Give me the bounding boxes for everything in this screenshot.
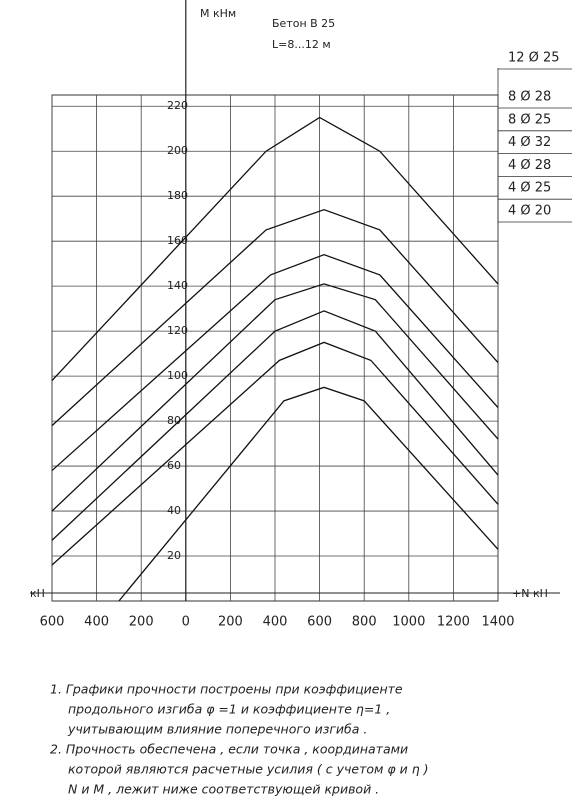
legend-label: 12 Ø 25	[508, 51, 560, 66]
curve	[51, 310, 499, 541]
x-tick-label: 200	[129, 615, 154, 630]
legend-label: 4 Ø 25	[508, 181, 551, 196]
curve	[51, 253, 499, 472]
note-line: N и M , лежит ниже соответствующей криво…	[68, 782, 379, 797]
x-tick-label: 600	[307, 615, 332, 630]
y-tick-label: 200	[167, 144, 188, 157]
x-tick-label: 400	[263, 615, 288, 630]
curve	[51, 283, 499, 512]
note-line: продольного изгиба φ =1 и коэффициенте η…	[68, 702, 390, 717]
x-tick-label: 200	[218, 615, 243, 630]
note-line: учитывающим влияние поперечного изгиба .	[67, 722, 367, 737]
y-tick-label: 80	[167, 414, 181, 427]
x-tick-label: 400	[84, 615, 109, 630]
curve	[51, 209, 499, 427]
x-tick-label: 1000	[392, 615, 425, 630]
y-tick-label: 40	[167, 504, 181, 517]
y-tick-label: 20	[167, 549, 181, 562]
legend-label: 8 Ø 25	[508, 112, 551, 127]
y-tick-label: 160	[167, 234, 188, 247]
subtitle: Бетон В 25	[272, 17, 335, 30]
legend-label: 4 Ø 32	[508, 135, 551, 150]
y-tick-label: 220	[167, 99, 188, 112]
y-tick-label: 140	[167, 279, 188, 292]
y-axis-label: М кНм	[200, 7, 236, 20]
x-tick-label: 600	[40, 615, 65, 630]
y-tick-label: 60	[167, 459, 181, 472]
curve	[51, 116, 499, 382]
y-tick-label: 120	[167, 324, 188, 337]
x-tick-label: 0	[182, 615, 190, 630]
legend-label: 4 Ø 28	[508, 158, 551, 173]
note-line: 1. Графики прочности построены при коэфф…	[50, 682, 403, 697]
x-tick-label: 1400	[481, 615, 514, 630]
legend-label: 4 Ø 20	[508, 204, 551, 219]
note-line: 2. Прочность обеспечена , если точка , к…	[50, 742, 408, 757]
curve	[51, 341, 499, 566]
curve	[118, 386, 499, 602]
legend-label: 8 Ø 28	[508, 90, 551, 105]
y-tick-label: 180	[167, 189, 188, 202]
subtitle: L=8...12 м	[272, 38, 331, 51]
x-tick-label: 800	[352, 615, 377, 630]
x-tick-label: 1200	[437, 615, 470, 630]
note-line: которой являются расчетные усилия ( с уч…	[68, 762, 429, 777]
y-tick-label: 100	[167, 369, 188, 382]
